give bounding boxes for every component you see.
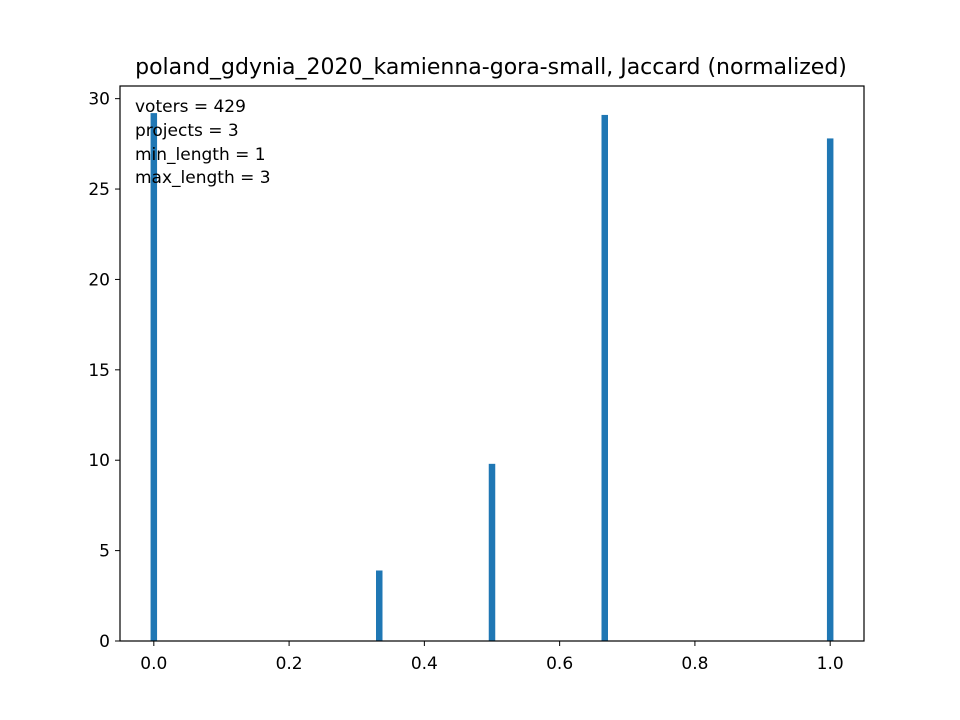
bars-group (150, 113, 834, 642)
bar (150, 113, 158, 642)
x-tick-label: 0.0 (140, 654, 167, 674)
y-tick-label: 10 (88, 451, 110, 471)
y-tick-label: 30 (88, 90, 110, 110)
y-tick-label: 25 (88, 180, 110, 200)
annotation-box: voters = 429 projects = 3 min_length = 1… (135, 97, 271, 188)
y-tick-label: 15 (88, 361, 110, 381)
plot-frame (119, 85, 865, 642)
x-tick-label: 0.8 (681, 654, 708, 674)
y-axis: 0 5 10 15 20 25 30 (88, 90, 120, 652)
x-tick-label: 0.4 (411, 654, 438, 674)
y-tick-label: 20 (88, 270, 110, 290)
x-tick-label: 0.6 (546, 654, 573, 674)
bar (826, 138, 834, 642)
y-tick-label: 5 (99, 542, 110, 562)
x-tick-label: 0.2 (276, 654, 303, 674)
chart-title: poland_gdynia_2020_kamienna-gora-small, … (135, 55, 847, 80)
bar (488, 463, 496, 641)
annotation-min-length: min_length = 1 (135, 145, 266, 165)
x-tick-label: 1.0 (817, 654, 844, 674)
x-axis: 0.0 0.2 0.4 0.6 0.8 1.0 (140, 641, 844, 674)
annotation-projects: projects = 3 (135, 121, 239, 141)
annotation-voters: voters = 429 (135, 97, 246, 117)
y-tick-label: 0 (99, 632, 110, 652)
bar (601, 114, 608, 642)
bar (376, 570, 383, 641)
annotation-max-length: max_length = 3 (135, 168, 271, 188)
